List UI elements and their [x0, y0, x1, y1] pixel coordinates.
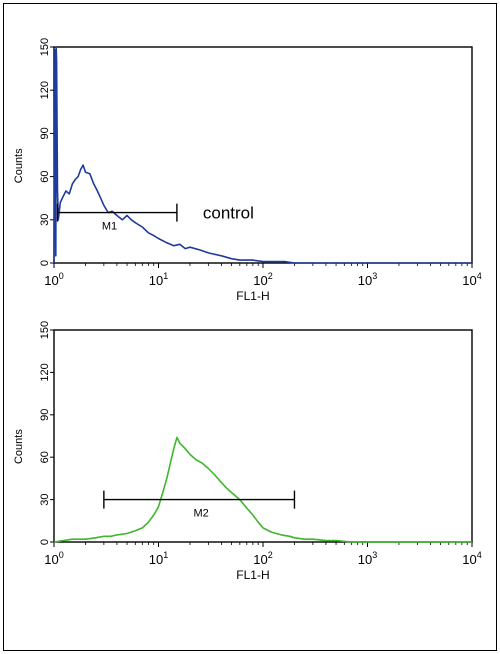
x-tick-label: 102: [253, 550, 272, 567]
x-tick-label: 104: [462, 550, 481, 567]
x-tick-label: 101: [149, 271, 168, 288]
y-tick-label: 90: [39, 127, 51, 139]
y-tick-label: 90: [39, 409, 51, 421]
y-axis-label: Counts: [13, 429, 25, 464]
y-tick-label: 60: [39, 451, 51, 463]
annotation-control: control: [203, 204, 254, 223]
y-tick-label: 120: [39, 363, 51, 381]
x-tick-label: 100: [44, 550, 63, 567]
y-tick-label: 120: [39, 81, 51, 99]
y-tick-label: 60: [39, 170, 51, 182]
y-tick-label: 0: [39, 260, 51, 266]
gate-label: M1: [102, 221, 117, 233]
y-tick-label: 30: [39, 214, 51, 226]
x-tick-label: 103: [358, 550, 377, 567]
plot-area: [53, 329, 473, 543]
x-tick-label: 100: [44, 271, 63, 288]
x-tick-label: 103: [358, 271, 377, 288]
panel-1: 0 30 60 90 120 150 100 101 102 103 104 FL1-H Counts M…: [13, 38, 482, 303]
y-tick-label: 0: [39, 539, 51, 545]
x-tick-label: 102: [253, 271, 272, 288]
y-tick-label: 150: [39, 38, 51, 56]
x-tick-label: 104: [462, 271, 481, 288]
series-line-1: [53, 436, 472, 543]
series-line-1: [53, 46, 472, 264]
x-axis-label: FL1-H: [236, 568, 269, 582]
panel-2: 0 30 60 90 120 150 100 101 102 103 104 FL1-H Counts M…: [13, 321, 482, 582]
x-axis-label: FL1-H: [236, 289, 269, 303]
x-tick-label: 101: [149, 550, 168, 567]
y-axis-label: Counts: [13, 148, 25, 183]
gate-label: M2: [194, 508, 209, 520]
y-tick-label: 30: [39, 493, 51, 505]
y-tick-label: 150: [39, 321, 51, 339]
